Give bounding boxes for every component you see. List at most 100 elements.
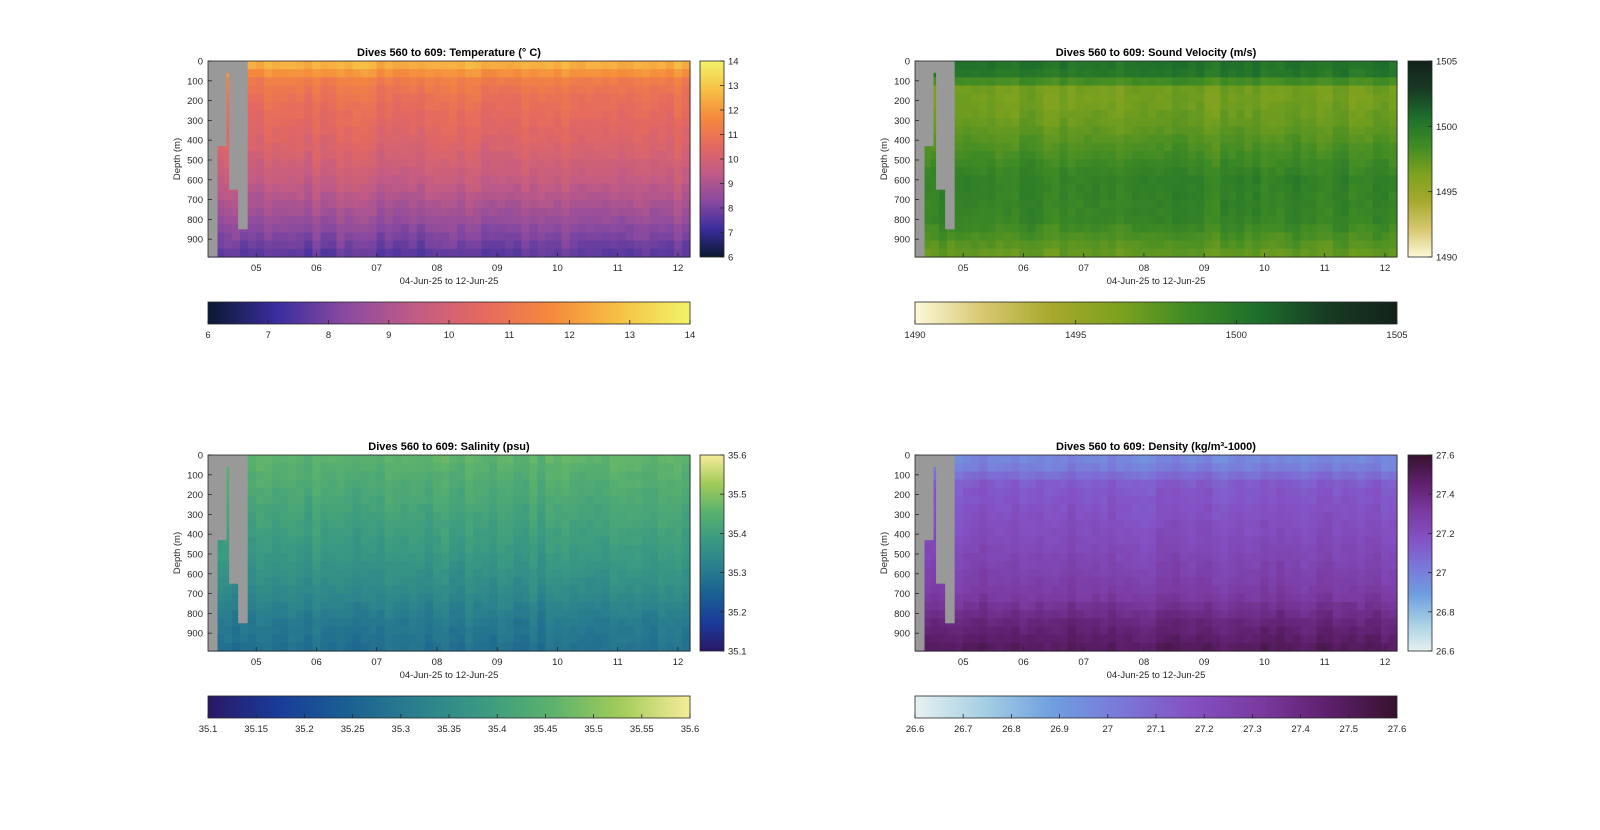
heatmap-cell [963,455,972,464]
heatmap-cell [432,167,442,176]
heatmap-cell [537,463,546,472]
heatmap-cell [931,232,940,242]
heatmap-cell [497,544,506,554]
heatmap-cell [1340,93,1350,103]
heatmap-cell [304,61,314,70]
heatmap-cell [1220,224,1229,234]
heatmap-cell [336,175,346,185]
heatmap-cell [955,93,964,103]
heatmap-cell [1043,471,1053,481]
heatmap-cell [1035,199,1045,209]
heatmap-cell [1212,224,1221,234]
heatmap-cell [657,520,667,530]
heatmap-cell [1356,232,1366,242]
heatmap-cell [457,455,466,464]
heatmap-cell [979,512,988,521]
heatmap-cell [440,150,450,160]
heatmap-cell [408,642,418,652]
heatmap-cell [963,199,972,209]
heatmap-cell [609,167,619,176]
heatmap-cell [513,167,522,176]
heatmap-cell [561,216,571,225]
heatmap-cell [569,232,579,242]
heatmap-cell [392,585,402,595]
heatmap-cell [320,175,330,185]
heatmap-cell [673,602,683,611]
heatmap-cell [360,544,370,554]
heatmap-cell [681,240,691,250]
heatmap-cell [272,602,281,611]
heatmap-cell [1027,577,1037,587]
heatmap-cell [617,126,627,136]
heatmap-cell [593,569,603,579]
heatmap-cell [497,150,506,160]
heatmap-cell [1075,216,1085,225]
heatmap-cell [641,93,651,103]
heatmap-cell [673,224,683,234]
heatmap-cell [1220,150,1229,160]
heatmap-cell [1220,85,1229,95]
heatmap-cell [955,618,964,628]
heatmap-cell [665,159,675,168]
heatmap-cell [1164,110,1173,119]
heatmap-cell [465,553,474,562]
heatmap-cell [617,118,627,127]
heatmap-cell [513,642,522,652]
heatmap-cell [312,159,322,168]
heatmap-cell [657,512,667,521]
heatmap-cell [1035,240,1045,250]
heatmap-cell [585,553,595,562]
heatmap-cell [963,150,972,160]
heatmap-cell [272,487,281,497]
heatmap-cell [1075,85,1085,95]
heatmap-cell [1107,232,1117,242]
heatmap-cell [505,216,514,225]
heatmap-cell [521,504,530,513]
heatmap-cell [955,77,964,87]
heatmap-cell [585,199,595,209]
heatmap-cell [1156,208,1165,217]
heatmap-cell [987,208,996,217]
heatmap-cell [1364,175,1374,185]
heatmap-cell [288,585,297,595]
heatmap-cell [248,118,257,127]
heatmap-cell [1123,159,1133,168]
heatmap-cell [1027,134,1037,144]
heatmap-cell [1196,126,1205,136]
heatmap-cell [995,101,1004,111]
heatmap-cell [649,77,659,87]
heatmap-cell [424,512,434,521]
heatmap-cell [1059,471,1069,481]
heatmap-cell [360,455,370,464]
heatmap-cell [296,216,305,225]
heatmap-cell [923,577,932,587]
heatmap-cell [931,150,940,160]
heatmap-cell [513,585,522,595]
heatmap-cell [649,495,659,505]
heatmap-cell [979,159,988,168]
heatmap-cell [987,512,996,521]
heatmap-cell [1180,134,1189,144]
heatmap-cell [1003,150,1012,160]
heatmap-cell [1308,208,1318,217]
heatmap-cell [440,569,450,579]
heatmap-cell [240,232,249,242]
heatmap-cell [473,85,482,95]
heatmap-cell [280,626,289,636]
heatmap-cell [641,610,651,619]
heatmap-cell [987,495,996,505]
heatmap-cell [248,93,257,103]
heatmap-cell [424,167,434,176]
heatmap-cell [1099,69,1109,78]
heatmap-cell [529,110,538,119]
heatmap-cell [392,634,402,644]
heatmap-cell [368,191,378,201]
heatmap-cell [971,463,980,472]
heatmap-cell [955,536,964,546]
heatmap-cell [1308,93,1318,103]
heatmap-cell [360,77,370,87]
heatmap-cell [280,142,289,152]
heatmap-cell [617,602,627,611]
heatmap-cell [593,536,603,546]
heatmap-cell [1115,199,1125,209]
